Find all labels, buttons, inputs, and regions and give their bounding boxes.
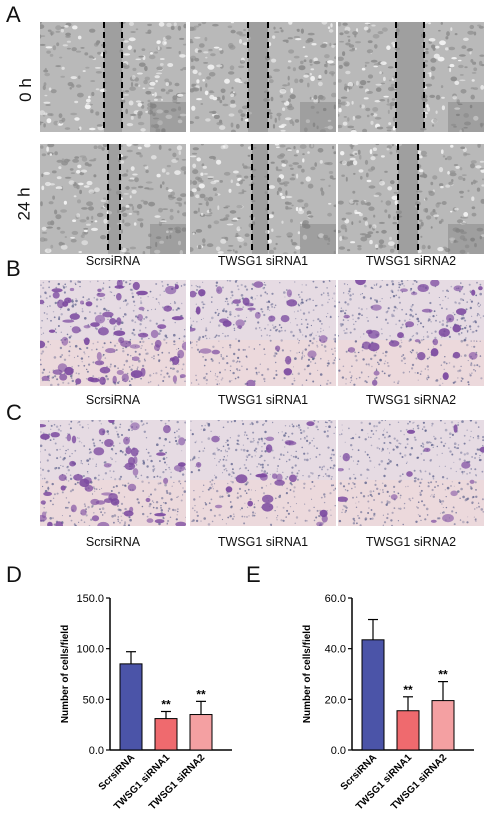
bar — [396, 710, 420, 751]
wound-micrograph — [190, 144, 336, 254]
bar — [189, 714, 213, 751]
y-tick-label: 60.0 — [325, 593, 346, 605]
bar — [431, 700, 455, 751]
row-label-0h: 0 h — [15, 78, 35, 102]
significance-mark: ** — [403, 683, 413, 697]
y-tick-label: 0.0 — [331, 745, 346, 757]
bar — [119, 663, 143, 751]
y-axis-label: Number of cells/field — [60, 625, 71, 723]
wound-micrograph — [40, 22, 186, 132]
caption-a-scr: ScrsiRNA — [85, 254, 141, 268]
row-label-24h: 24 h — [14, 187, 34, 221]
migration-micrograph — [338, 280, 484, 386]
significance-mark: ** — [161, 697, 171, 711]
panel-letter-a: A — [6, 2, 21, 27]
invasion-micrograph — [190, 420, 336, 526]
caption-a-si2: TWSG1 siRNA2 — [365, 254, 457, 268]
bar — [154, 718, 178, 751]
y-axis-label: Number of cells/field — [302, 625, 313, 723]
caption-b-si1: TWSG1 siRNA1 — [217, 393, 309, 407]
significance-mark: ** — [196, 687, 206, 701]
caption-c-scr: ScrsiRNA — [85, 535, 141, 549]
y-tick-label: 100.0 — [76, 644, 104, 656]
y-tick-label: 0.0 — [89, 745, 104, 757]
wound-micrograph — [190, 22, 336, 132]
wound-micrograph — [40, 144, 186, 254]
migration-micrograph — [190, 280, 336, 386]
bar — [361, 639, 385, 751]
y-tick-label: 50.0 — [83, 694, 104, 706]
panel-letter-d: D — [6, 562, 22, 587]
panel-letter-b: B — [6, 256, 21, 281]
y-tick-label: 150.0 — [76, 593, 104, 605]
invasion-micrograph — [40, 420, 186, 526]
migration-micrograph — [40, 280, 186, 386]
wound-micrograph — [338, 22, 484, 132]
caption-c-si2: TWSG1 siRNA2 — [365, 535, 457, 549]
significance-mark: ** — [438, 668, 448, 682]
caption-b-scr: ScrsiRNA — [85, 393, 141, 407]
caption-a-si1: TWSG1 siRNA1 — [217, 254, 309, 268]
y-tick-label: 20.0 — [325, 694, 346, 706]
wound-micrograph — [338, 144, 484, 254]
caption-c-si1: TWSG1 siRNA1 — [217, 535, 309, 549]
invasion-micrograph — [338, 420, 484, 526]
panel-letter-e: E — [246, 562, 261, 587]
caption-b-si2: TWSG1 siRNA2 — [365, 393, 457, 407]
panel-letter-c: C — [6, 400, 22, 425]
y-tick-label: 40.0 — [325, 644, 346, 656]
